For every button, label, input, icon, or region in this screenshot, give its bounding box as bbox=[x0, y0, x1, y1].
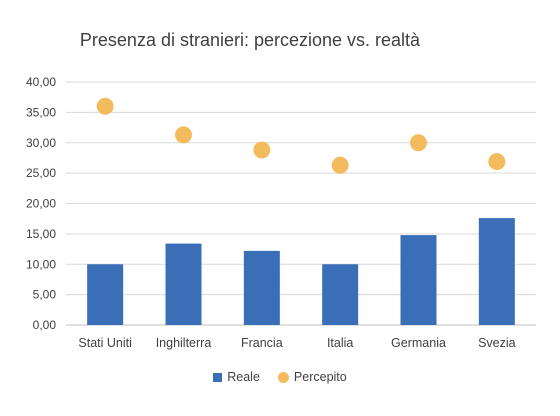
bar-reale bbox=[165, 243, 202, 325]
bar-reale bbox=[322, 264, 359, 325]
dot-percepito bbox=[410, 134, 427, 152]
legend-label-reale: Reale bbox=[227, 370, 260, 384]
legend-label-percepito: Percepito bbox=[293, 370, 347, 384]
x-tick-label: Stati Uniti bbox=[78, 336, 132, 350]
y-tick-label: 5,00 bbox=[33, 288, 57, 302]
y-tick-label: 30,00 bbox=[26, 136, 56, 150]
x-tick-label: Francia bbox=[241, 336, 283, 350]
x-tick-label: Germania bbox=[391, 336, 446, 350]
y-tick-label: 15,00 bbox=[26, 227, 56, 241]
y-tick-label: 20,00 bbox=[26, 197, 56, 211]
y-tick-label: 10,00 bbox=[26, 257, 56, 271]
legend-swatch-reale bbox=[213, 372, 223, 382]
legend-swatch-percepito bbox=[277, 371, 289, 383]
y-tick-label: 35,00 bbox=[26, 105, 56, 119]
bar-reale bbox=[243, 250, 280, 325]
bar-reale bbox=[87, 264, 124, 325]
y-tick-label: 40,00 bbox=[26, 75, 56, 89]
y-tick-label: 25,00 bbox=[26, 166, 56, 180]
chart-legend: Reale Percepito bbox=[0, 370, 560, 384]
dot-percepito bbox=[96, 97, 114, 115]
bar-reale bbox=[400, 235, 437, 325]
legend-item-percepito: Percepito bbox=[277, 370, 347, 384]
bar-reale bbox=[478, 218, 515, 325]
x-tick-label: Italia bbox=[327, 336, 353, 350]
dot-percepito bbox=[253, 141, 271, 159]
legend-item-reale: Reale bbox=[213, 370, 260, 384]
dot-percepito bbox=[488, 153, 506, 171]
x-tick-label: Inghilterra bbox=[156, 336, 212, 350]
chart-title: Presenza di stranieri: percezione vs. re… bbox=[79, 30, 421, 50]
dot-percepito bbox=[331, 156, 349, 174]
x-tick-label: Svezia bbox=[478, 336, 516, 350]
dot-percepito bbox=[175, 126, 192, 144]
y-tick-label: 0,00 bbox=[33, 318, 57, 332]
